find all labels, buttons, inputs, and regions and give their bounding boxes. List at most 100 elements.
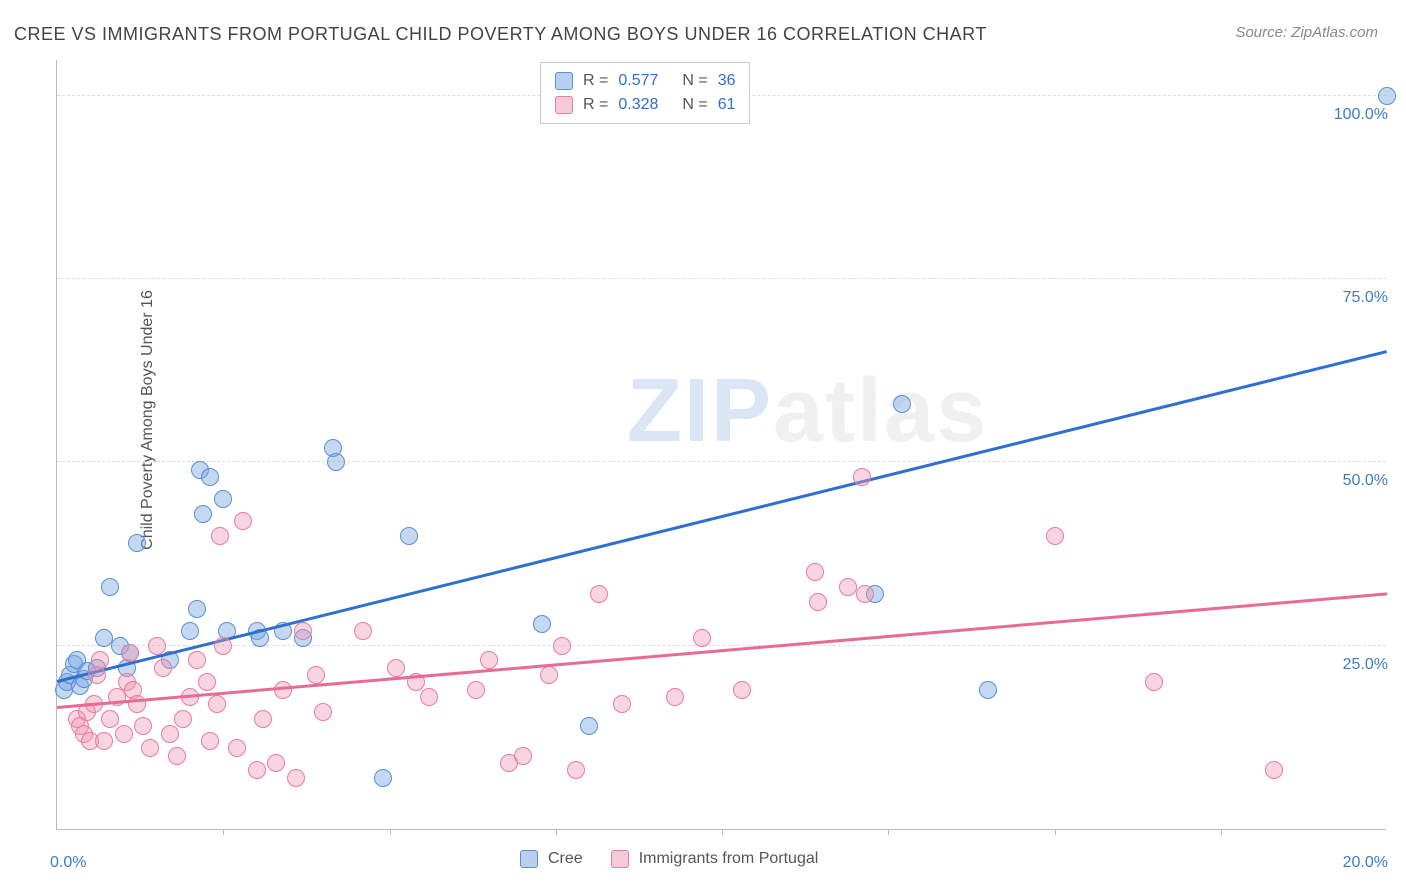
data-point — [201, 732, 219, 750]
data-point — [853, 468, 871, 486]
data-point — [553, 637, 571, 655]
data-point — [115, 725, 133, 743]
data-point — [693, 629, 711, 647]
data-point — [893, 395, 911, 413]
trend-line — [57, 592, 1387, 708]
data-point — [514, 747, 532, 765]
data-point — [666, 688, 684, 706]
data-point — [141, 739, 159, 757]
x-tick — [888, 829, 889, 835]
legend-label: Immigrants from Portugal — [639, 850, 819, 868]
data-point — [314, 703, 332, 721]
data-point — [540, 666, 558, 684]
data-point — [806, 563, 824, 581]
gridline-h — [57, 461, 1386, 462]
data-point — [287, 769, 305, 787]
y-tick-label: 25.0% — [1343, 656, 1388, 674]
data-point — [248, 761, 266, 779]
data-point — [354, 622, 372, 640]
watermark: ZIPatlas — [627, 360, 988, 463]
data-point — [134, 717, 152, 735]
data-point — [101, 578, 119, 596]
data-point — [91, 651, 109, 669]
data-point — [201, 468, 219, 486]
legend-stats-row: R = 0.328 N = 61 — [555, 93, 735, 117]
legend-swatch — [520, 850, 538, 868]
data-point — [128, 534, 146, 552]
x-origin-label: 0.0% — [50, 854, 86, 872]
data-point — [590, 585, 608, 603]
n-value: 61 — [718, 93, 736, 117]
data-point — [480, 651, 498, 669]
n-label: N = — [682, 93, 707, 117]
n-label: N = — [682, 69, 707, 93]
watermark-atlas: atlas — [773, 361, 988, 461]
data-point — [267, 754, 285, 772]
data-point — [154, 659, 172, 677]
data-point — [467, 681, 485, 699]
legend-swatch — [555, 72, 573, 90]
source-label: Source: ZipAtlas.com — [1235, 24, 1378, 41]
data-point — [211, 527, 229, 545]
r-label: R = — [583, 69, 608, 93]
data-point — [161, 725, 179, 743]
data-point — [168, 747, 186, 765]
legend-stats-row: R = 0.577 N = 36 — [555, 69, 735, 93]
data-point — [839, 578, 857, 596]
data-point — [533, 615, 551, 633]
data-point — [580, 717, 598, 735]
data-point — [254, 710, 272, 728]
data-point — [327, 453, 345, 471]
legend-item: Immigrants from Portugal — [611, 850, 819, 868]
data-point — [214, 490, 232, 508]
data-point — [856, 585, 874, 603]
x-tick — [556, 829, 557, 835]
scatter-plot: ZIPatlas — [56, 60, 1386, 830]
data-point — [95, 629, 113, 647]
legend-swatch — [555, 96, 573, 114]
data-point — [733, 681, 751, 699]
gridline-h — [57, 278, 1386, 279]
legend-swatch — [611, 850, 629, 868]
data-point — [307, 666, 325, 684]
data-point — [567, 761, 585, 779]
x-tick — [1221, 829, 1222, 835]
legend-label: Cree — [548, 850, 583, 868]
x-tick — [390, 829, 391, 835]
data-point — [101, 710, 119, 728]
data-point — [198, 673, 216, 691]
r-value: 0.328 — [618, 93, 672, 117]
x-tick — [722, 829, 723, 835]
r-label: R = — [583, 93, 608, 117]
trend-line — [57, 350, 1388, 682]
x-end-label: 20.0% — [1343, 854, 1388, 872]
watermark-zip: ZIP — [627, 361, 773, 461]
data-point — [194, 505, 212, 523]
data-point — [181, 622, 199, 640]
data-point — [613, 695, 631, 713]
data-point — [1046, 527, 1064, 545]
r-value: 0.577 — [618, 69, 672, 93]
data-point — [809, 593, 827, 611]
n-value: 36 — [718, 69, 736, 93]
data-point — [188, 651, 206, 669]
data-point — [148, 637, 166, 655]
legend-series: Cree Immigrants from Portugal — [520, 850, 818, 868]
data-point — [234, 512, 252, 530]
legend-stats: R = 0.577 N = 36 R = 0.328 N = 61 — [540, 62, 750, 124]
data-point — [1378, 87, 1396, 105]
data-point — [214, 637, 232, 655]
data-point — [294, 622, 312, 640]
data-point — [1145, 673, 1163, 691]
x-tick — [1055, 829, 1056, 835]
data-point — [1265, 761, 1283, 779]
legend-item: Cree — [520, 850, 583, 868]
chart-title: CREE VS IMMIGRANTS FROM PORTUGAL CHILD P… — [14, 24, 987, 45]
data-point — [174, 710, 192, 728]
data-point — [95, 732, 113, 750]
data-point — [374, 769, 392, 787]
data-point — [188, 600, 206, 618]
data-point — [979, 681, 997, 699]
y-tick-label: 75.0% — [1343, 289, 1388, 307]
data-point — [228, 739, 246, 757]
